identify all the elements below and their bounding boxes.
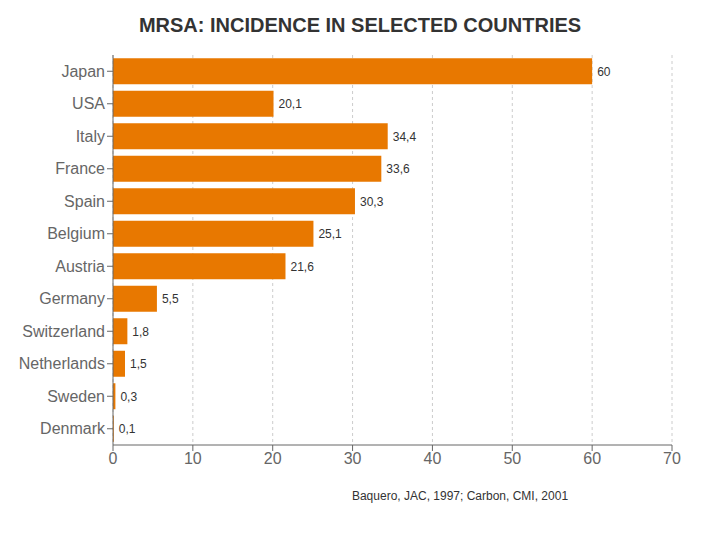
svg-text:10: 10 <box>184 450 202 467</box>
svg-text:1,5: 1,5 <box>130 357 147 371</box>
svg-text:0: 0 <box>109 450 118 467</box>
svg-text:0,3: 0,3 <box>120 390 137 404</box>
html-text:MRSA: INCIDENCE IN SELECTED CO: MRSA: INCIDENCE IN SELECTED COUNTRIES <box>138 14 582 36</box>
svg-text:Denmark: Denmark <box>40 420 106 437</box>
svg-text:30,3: 30,3 <box>360 195 384 209</box>
svg-text:France: France <box>55 160 105 177</box>
svg-text:20,1: 20,1 <box>279 97 303 111</box>
html-text:Baquero, JAC, 1997; Carbon, CM: Baquero, JAC, 1997; Carbon, CMI, 2001 <box>351 489 569 503</box>
svg-text:Belgium: Belgium <box>47 225 105 242</box>
svg-text:5,5: 5,5 <box>162 292 179 306</box>
svg-text:60: 60 <box>597 65 611 79</box>
svg-text:USA: USA <box>72 95 105 112</box>
svg-text:30: 30 <box>344 450 362 467</box>
svg-text:Netherlands: Netherlands <box>19 355 105 372</box>
svg-text:60: 60 <box>583 450 601 467</box>
svg-text:20: 20 <box>264 450 282 467</box>
svg-text:Italy: Italy <box>76 128 105 145</box>
svg-text:70: 70 <box>663 450 681 467</box>
svg-text:Germany: Germany <box>39 290 105 307</box>
svg-text:Sweden: Sweden <box>47 388 105 405</box>
svg-text:34,4: 34,4 <box>393 130 417 144</box>
svg-text:33,6: 33,6 <box>386 162 410 176</box>
svg-text:Austria: Austria <box>55 258 105 275</box>
svg-text:50: 50 <box>503 450 521 467</box>
svg-text:40: 40 <box>424 450 442 467</box>
svg-text:1,8: 1,8 <box>132 325 149 339</box>
svg-text:Spain: Spain <box>64 193 105 210</box>
svg-text:25,1: 25,1 <box>318 227 342 241</box>
svg-text:Switzerland: Switzerland <box>22 323 105 340</box>
svg-text:Japan: Japan <box>61 63 105 80</box>
svg-text:0,1: 0,1 <box>119 422 136 436</box>
svg-text:21,6: 21,6 <box>290 260 314 274</box>
